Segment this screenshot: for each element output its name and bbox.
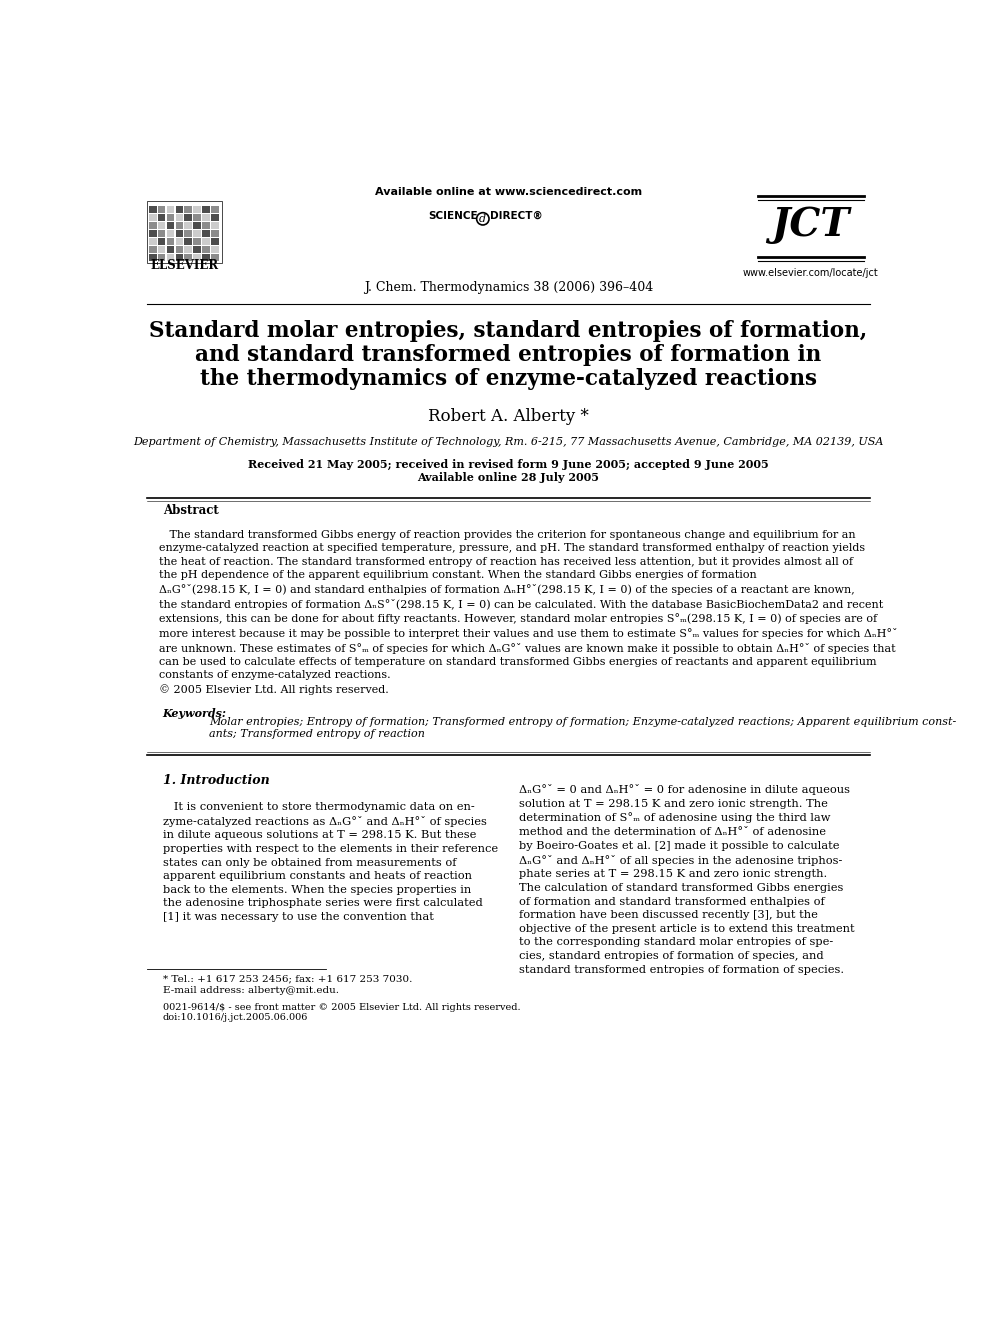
Bar (185, 214, 192, 221)
Bar (149, 214, 157, 221)
Text: Standard molar entropies, standard entropies of formation,: Standard molar entropies, standard entro… (149, 320, 868, 343)
Bar (185, 230, 192, 237)
Bar (202, 238, 210, 245)
Text: 1. Introduction: 1. Introduction (163, 774, 270, 787)
Bar (211, 230, 219, 237)
Bar (202, 206, 210, 213)
Bar (193, 230, 201, 237)
Text: Abstract: Abstract (163, 504, 218, 517)
Bar (193, 214, 201, 221)
Text: Robert A. Alberty *: Robert A. Alberty * (428, 407, 589, 425)
Bar (193, 254, 201, 261)
Bar (211, 214, 219, 221)
Bar (202, 254, 210, 261)
Bar (185, 254, 192, 261)
Text: Keywords:: Keywords: (163, 708, 227, 718)
Text: J. Chem. Thermodynamics 38 (2006) 396–404: J. Chem. Thermodynamics 38 (2006) 396–40… (364, 282, 653, 294)
Bar (185, 206, 192, 213)
Bar (167, 230, 175, 237)
Bar (193, 206, 201, 213)
Text: ELSEVIER: ELSEVIER (151, 259, 218, 271)
Text: E-mail address: alberty@mit.edu.: E-mail address: alberty@mit.edu. (163, 986, 338, 995)
Bar (158, 222, 166, 229)
Bar (167, 214, 175, 221)
Bar (185, 222, 192, 229)
Bar (202, 214, 210, 221)
Bar (176, 206, 184, 213)
Bar (176, 222, 184, 229)
Bar (211, 246, 219, 253)
Bar (193, 246, 201, 253)
Text: The standard transformed Gibbs energy of reaction provides the criterion for spo: The standard transformed Gibbs energy of… (159, 531, 898, 695)
Bar (211, 206, 219, 213)
Text: DIRECT®: DIRECT® (490, 210, 543, 221)
Text: 0021-9614/$ - see front matter © 2005 Elsevier Ltd. All rights reserved.: 0021-9614/$ - see front matter © 2005 El… (163, 1003, 521, 1012)
Bar (193, 222, 201, 229)
Bar (202, 222, 210, 229)
Bar (176, 246, 184, 253)
Text: * Tel.: +1 617 253 2456; fax: +1 617 253 7030.: * Tel.: +1 617 253 2456; fax: +1 617 253… (163, 974, 412, 983)
Bar (158, 246, 166, 253)
Text: doi:10.1016/j.jct.2005.06.006: doi:10.1016/j.jct.2005.06.006 (163, 1012, 309, 1021)
Text: the thermodynamics of enzyme-catalyzed reactions: the thermodynamics of enzyme-catalyzed r… (200, 368, 816, 390)
Text: Received 21 May 2005; received in revised form 9 June 2005; accepted 9 June 2005: Received 21 May 2005; received in revise… (248, 459, 769, 471)
Bar (185, 238, 192, 245)
Bar (202, 230, 210, 237)
Bar (211, 238, 219, 245)
Bar (149, 246, 157, 253)
Text: ΔₙG°ˇ = 0 and ΔₙH°ˇ = 0 for adenosine in dilute aqueous
solution at T = 298.15 K: ΔₙG°ˇ = 0 and ΔₙH°ˇ = 0 for adenosine in… (519, 785, 855, 975)
Bar (167, 222, 175, 229)
Text: Available online at www.sciencedirect.com: Available online at www.sciencedirect.co… (375, 187, 642, 197)
Text: JCT: JCT (772, 206, 850, 243)
Bar (149, 222, 157, 229)
Bar (176, 230, 184, 237)
Bar (167, 246, 175, 253)
Bar (202, 246, 210, 253)
Bar (193, 238, 201, 245)
Bar (185, 246, 192, 253)
Bar (149, 238, 157, 245)
Text: Available online 28 July 2005: Available online 28 July 2005 (418, 471, 599, 483)
Text: Department of Chemistry, Massachusetts Institute of Technology, Rm. 6-215, 77 Ma: Department of Chemistry, Massachusetts I… (133, 437, 884, 447)
Bar (149, 206, 157, 213)
Bar (158, 214, 166, 221)
Bar (158, 238, 166, 245)
Text: and standard transformed entropies of formation in: and standard transformed entropies of fo… (195, 344, 821, 366)
Bar (176, 254, 184, 261)
Text: It is convenient to store thermodynamic data on en-
zyme-catalyzed reactions as : It is convenient to store thermodynamic … (163, 802, 498, 922)
Text: Molar entropies; Entropy of formation; Transformed entropy of formation; Enzyme-: Molar entropies; Entropy of formation; T… (209, 717, 956, 738)
Text: www.elsevier.com/locate/jct: www.elsevier.com/locate/jct (743, 267, 879, 278)
Bar (149, 230, 157, 237)
Bar (149, 254, 157, 261)
Bar (158, 206, 166, 213)
Text: SCIENCE: SCIENCE (428, 210, 477, 221)
Bar (176, 214, 184, 221)
Text: d: d (479, 214, 486, 224)
Bar (176, 238, 184, 245)
Bar (211, 254, 219, 261)
Bar (211, 222, 219, 229)
Bar (147, 201, 221, 263)
Bar (158, 230, 166, 237)
Bar (158, 254, 166, 261)
Bar (167, 254, 175, 261)
Bar (167, 238, 175, 245)
Bar (167, 206, 175, 213)
